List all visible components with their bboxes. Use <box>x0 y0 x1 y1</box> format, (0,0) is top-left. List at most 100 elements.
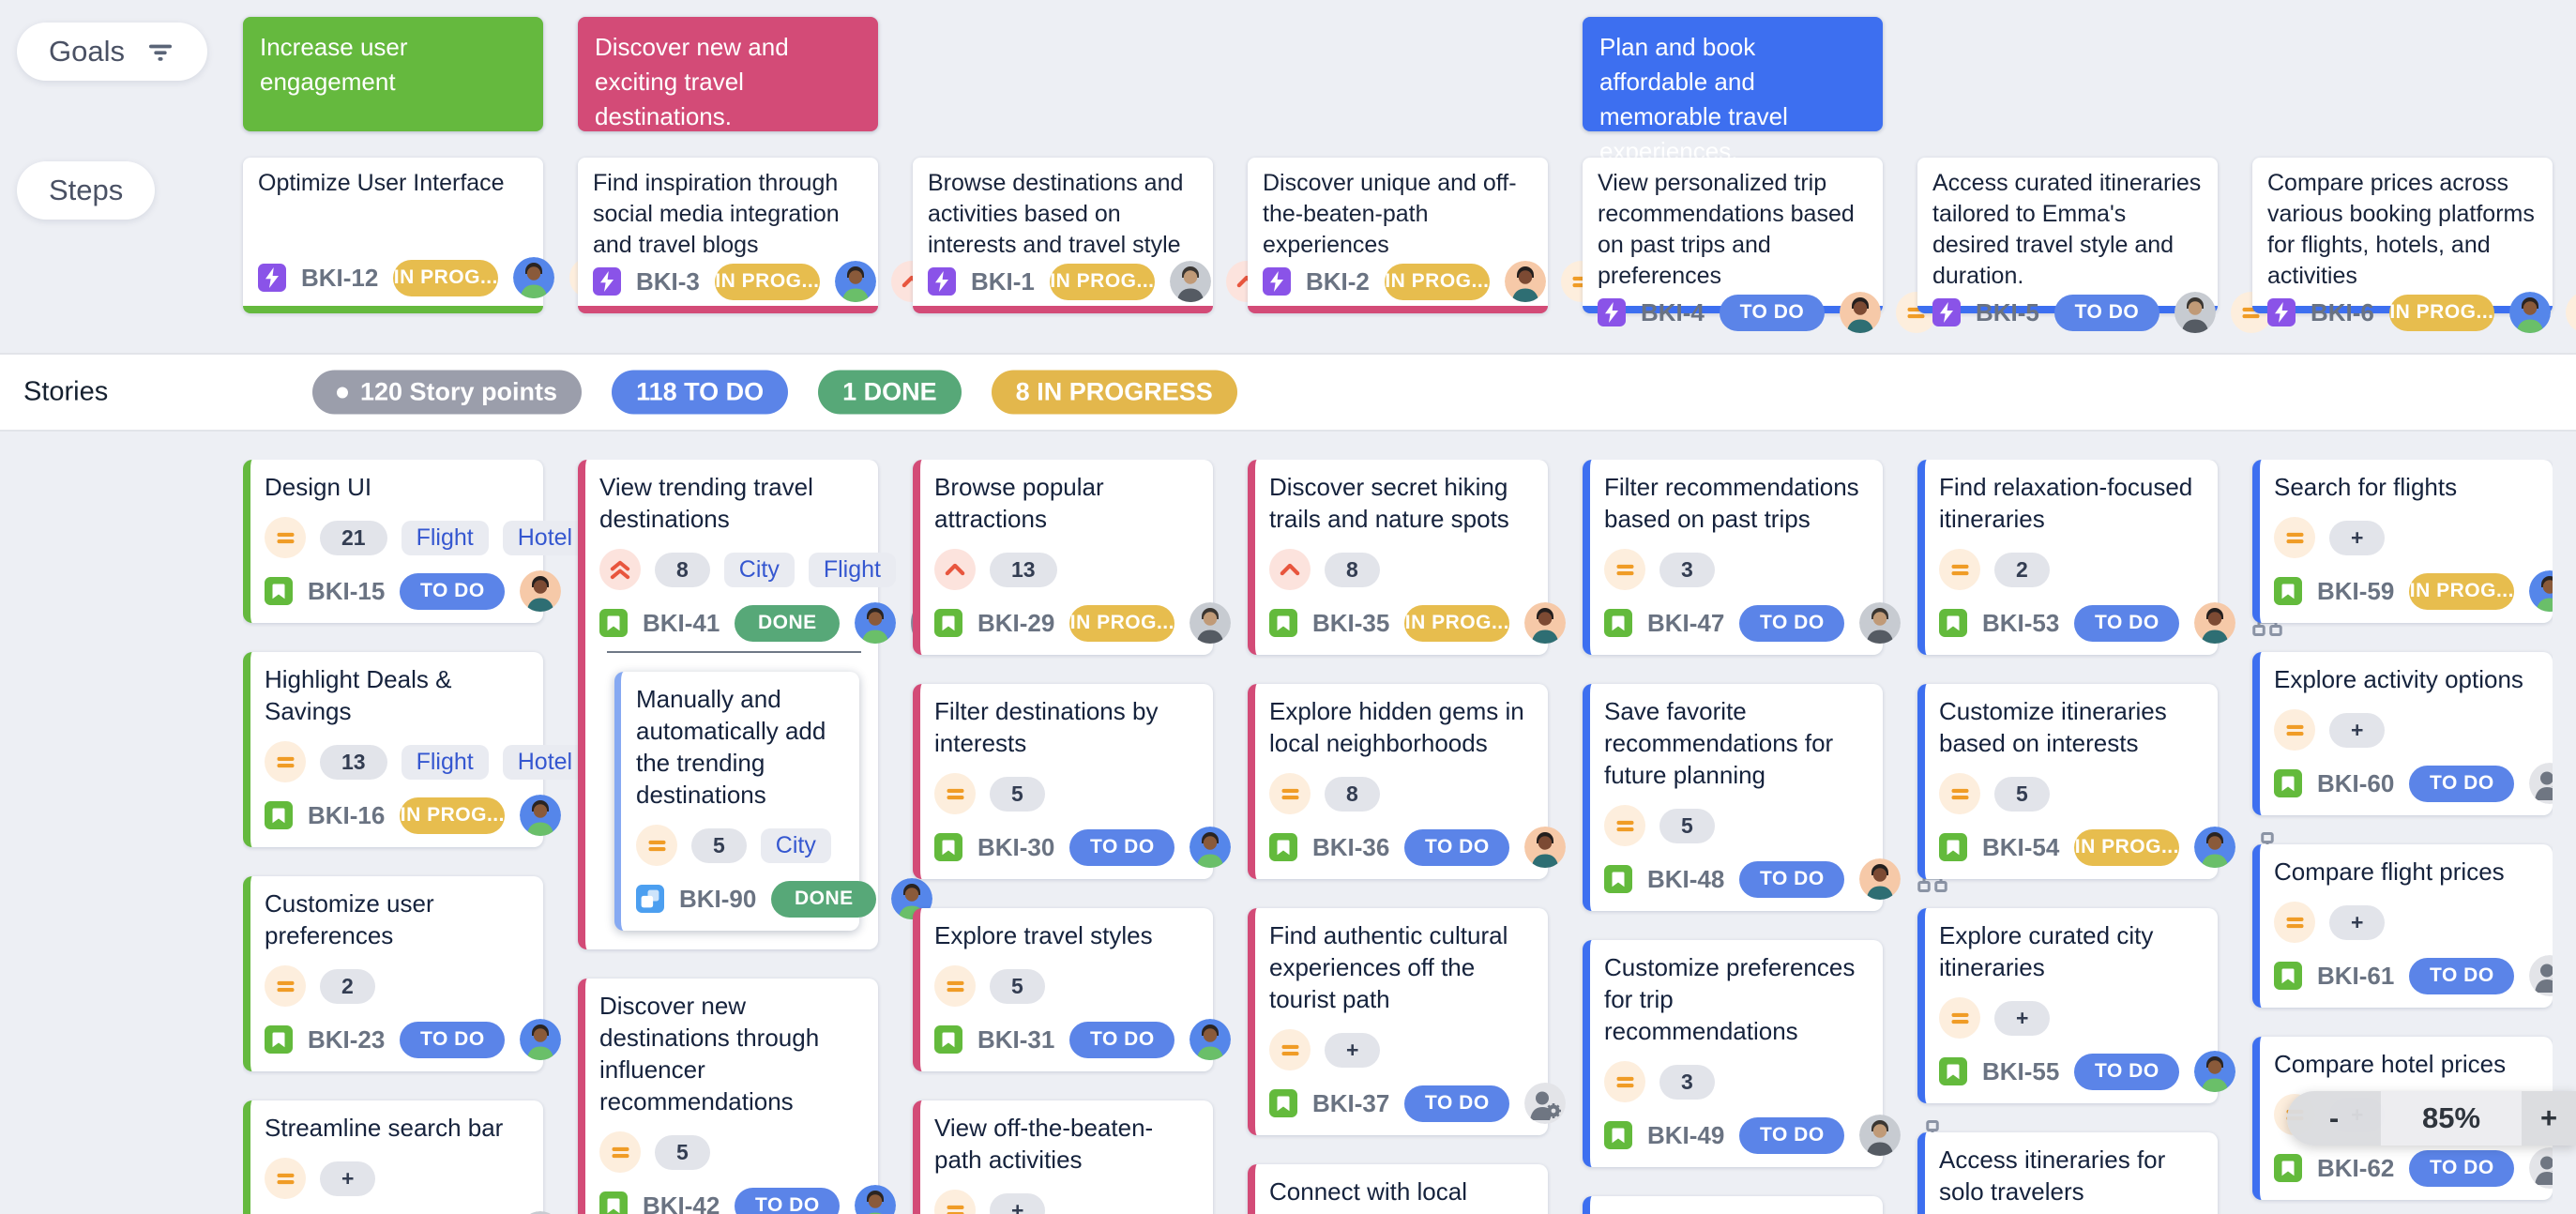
story-points-pill[interactable]: 5 <box>655 1134 710 1170</box>
story-card[interactable]: Discover secret hiking trails and nature… <box>1248 460 1614 655</box>
story-card[interactable]: Find authentic cultural experiences off … <box>1248 908 1614 1135</box>
avatar[interactable] <box>520 1019 562 1060</box>
story-points-pill[interactable]: 2 <box>1994 552 2050 587</box>
status-lozenge[interactable]: TO DO <box>1719 294 1825 331</box>
step-card[interactable]: View personalized trip recommendations b… <box>1583 158 1937 333</box>
story-card[interactable]: Customize preferences for trip recommend… <box>1583 940 1948 1167</box>
status-lozenge[interactable]: TO DO <box>735 1187 841 1214</box>
step-card[interactable]: Find inspiration through social media in… <box>578 158 932 313</box>
story-card[interactable]: Explore curated city itineraries + BKI-55 T… <box>1917 908 2283 1103</box>
story-points-pill[interactable]: 2 <box>320 968 375 1004</box>
status-lozenge[interactable]: TO DO <box>400 1021 506 1058</box>
avatar[interactable] <box>2194 827 2236 868</box>
story-card[interactable]: Compare flight prices + BKI-61 TO DO <box>2252 844 2553 1008</box>
story-points-pill[interactable]: 13 <box>990 552 1057 587</box>
unassigned-avatar[interactable] <box>2529 763 2553 804</box>
status-lozenge[interactable]: TO DO <box>1069 1021 1175 1058</box>
avatar[interactable] <box>834 261 876 302</box>
status-lozenge[interactable]: TO DO <box>1404 828 1510 866</box>
story-card[interactable]: Explore detailed trip itineraries for re… <box>1583 1196 1883 1214</box>
story-card[interactable]: Search for flights + BKI-59 IN PROG... <box>2252 460 2553 623</box>
story-points-pill[interactable]: 8 <box>1325 552 1380 587</box>
avatar[interactable] <box>520 1211 561 1214</box>
story-card[interactable]: Access itineraries for solo travelers+BK… <box>1917 1132 2218 1214</box>
status-lozenge[interactable]: TO DO <box>1404 1085 1510 1122</box>
avatar[interactable] <box>1190 1019 1232 1060</box>
avatar[interactable] <box>2508 292 2551 333</box>
avatar[interactable] <box>520 795 562 836</box>
status-lozenge[interactable]: TO DO <box>2409 957 2515 994</box>
step-card[interactable]: Discover unique and off-the-beaten-path … <box>1248 158 1602 313</box>
unassigned-avatar[interactable] <box>2529 1147 2553 1189</box>
label-pill[interactable]: Flight <box>808 552 896 587</box>
avatar[interactable] <box>1169 261 1211 302</box>
status-lozenge[interactable]: IN PROG... <box>2388 294 2494 331</box>
status-lozenge[interactable]: IN PROG... <box>2074 828 2180 866</box>
story-card[interactable]: Customize itineraries based on interests… <box>1917 684 2283 879</box>
story-card[interactable]: Filter recommendations based on past tri… <box>1583 460 1948 655</box>
avatar[interactable] <box>1524 827 1567 868</box>
label-pill[interactable]: City <box>723 552 795 587</box>
story-points-pill[interactable]: 5 <box>1994 776 2050 812</box>
step-card[interactable]: Optimize User Interface BKI-12 IN PROG... <box>243 158 612 313</box>
status-lozenge[interactable]: TO DO <box>1739 1116 1845 1154</box>
avatar[interactable] <box>1190 602 1232 644</box>
avatar[interactable] <box>2194 602 2236 644</box>
status-lozenge[interactable]: IN PROG... <box>1384 263 1490 300</box>
avatar[interactable] <box>855 1185 897 1214</box>
story-card[interactable]: Browse popular attractions 13 BKI-29 IN PRO… <box>913 460 1279 655</box>
avatar[interactable] <box>2529 570 2553 612</box>
label-pill[interactable]: Flight <box>401 520 489 555</box>
status-lozenge[interactable]: TO DO <box>1739 604 1845 642</box>
story-points-pill[interactable]: 5 <box>990 776 1045 812</box>
unassigned-avatar[interactable] <box>1524 1083 1567 1124</box>
status-lozenge[interactable]: IN PROG... <box>2409 572 2515 610</box>
story-points-pill[interactable]: + <box>2329 520 2386 555</box>
step-card[interactable]: Compare prices across various booking pl… <box>2252 158 2576 333</box>
story-points-pill[interactable]: + <box>2329 904 2386 940</box>
story-card[interactable]: Connect with local guides for personaliz… <box>1248 1164 1548 1214</box>
avatar[interactable] <box>2194 1051 2236 1092</box>
status-lozenge[interactable]: IN PROG... <box>714 263 820 300</box>
story-card[interactable]: Discover new destinations through influe… <box>578 979 944 1214</box>
status-lozenge[interactable]: IN PROG... <box>1404 604 1510 642</box>
story-card[interactable]: Explore hidden gems in local neighborhoo… <box>1248 684 1614 879</box>
avatar[interactable] <box>1504 261 1546 302</box>
story-card[interactable]: Filter destinations by interests 5 BKI-30 T… <box>913 684 1279 879</box>
story-card[interactable]: View off-the-beaten-path activities+BKI-… <box>913 1100 1213 1214</box>
zoom-out-button[interactable]: - <box>2287 1091 2381 1146</box>
status-lozenge[interactable]: TO DO <box>2409 1149 2515 1187</box>
story-points-pill[interactable]: 5 <box>1659 808 1715 843</box>
story-points-pill[interactable]: 5 <box>691 827 747 863</box>
avatar[interactable] <box>1859 858 1902 900</box>
story-points-pill[interactable]: + <box>320 1161 376 1196</box>
avatar[interactable] <box>1524 602 1567 644</box>
status-lozenge[interactable]: IN PROG... <box>393 259 499 296</box>
story-card[interactable]: Highlight Deals & Savings 13 Flight Hotel BK… <box>243 652 609 847</box>
story-points-pill[interactable]: 3 <box>1659 1064 1715 1100</box>
avatar[interactable] <box>1190 827 1232 868</box>
story-points-pill[interactable]: + <box>2329 712 2386 748</box>
status-lozenge[interactable]: IN PROG... <box>400 797 506 834</box>
status-lozenge[interactable]: TO DO <box>1069 828 1175 866</box>
story-points-pill[interactable]: + <box>1325 1032 1381 1068</box>
story-points-pill[interactable]: 8 <box>1325 776 1380 812</box>
status-lozenge[interactable]: TO DO <box>2409 765 2515 802</box>
goal-card[interactable]: Plan and book affordable and memorable t… <box>1583 17 1883 165</box>
status-lozenge[interactable]: TO DO <box>2053 294 2159 331</box>
story-card[interactable]: Save favorite recommendations for future… <box>1583 684 1948 911</box>
label-pill[interactable]: City <box>760 827 831 863</box>
story-card[interactable]: Explore activity options + BKI-60 TO DO <box>2252 652 2553 815</box>
goals-rail-pill[interactable]: Goals <box>17 23 207 81</box>
unassigned-avatar[interactable] <box>2529 955 2553 996</box>
status-lozenge[interactable]: TO DO <box>2074 1053 2180 1090</box>
story-points-pill[interactable]: 21 <box>320 520 387 555</box>
status-lozenge[interactable]: DONE <box>735 604 841 642</box>
story-points-pill[interactable]: + <box>1994 1000 2051 1036</box>
avatar[interactable] <box>1859 602 1902 644</box>
avatar[interactable] <box>855 602 897 644</box>
avatar[interactable] <box>1839 292 1881 333</box>
story-card[interactable]: Customize user preferences 2 BKI-23 TO DO <box>243 876 609 1071</box>
story-points-pill[interactable]: 5 <box>990 968 1045 1004</box>
story-points-pill[interactable]: + <box>990 1192 1046 1214</box>
